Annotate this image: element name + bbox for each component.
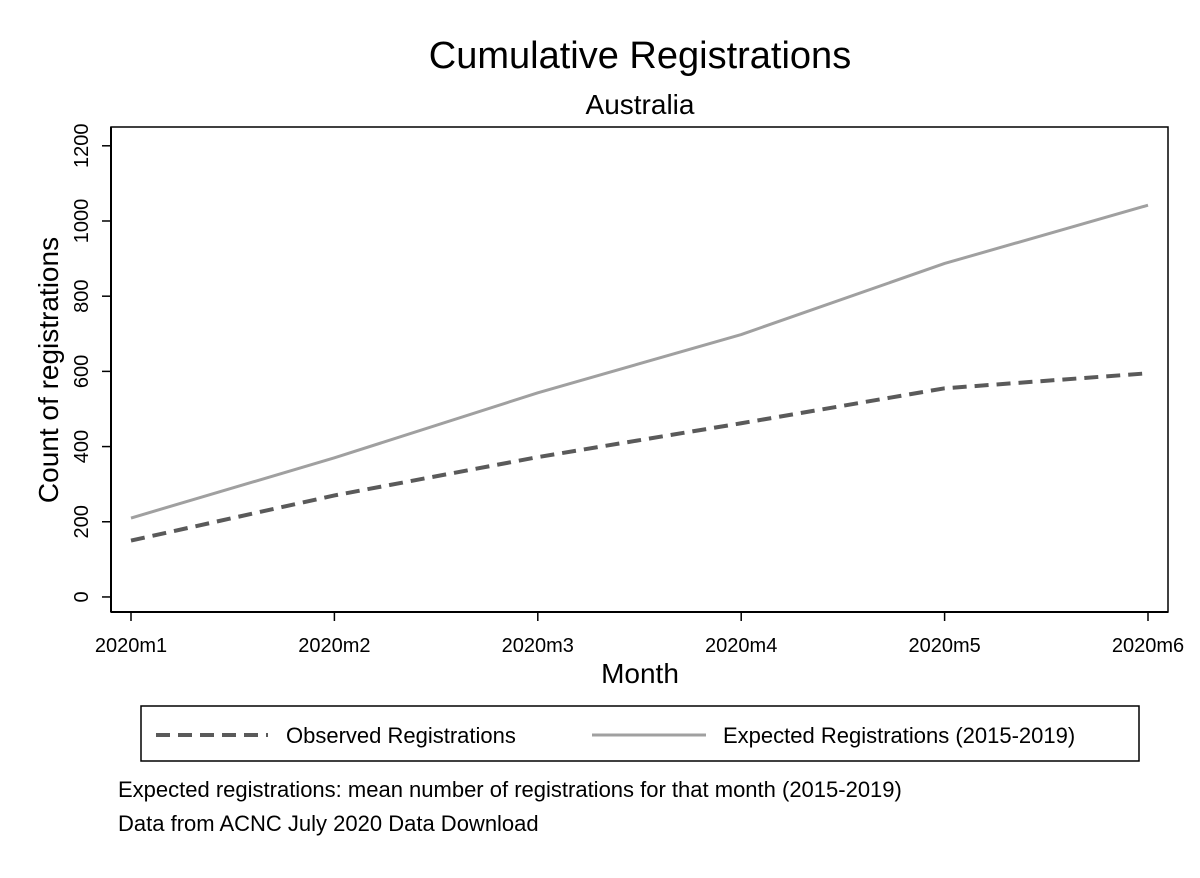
y-tick-label: 600 [71,355,93,388]
chart-title: Cumulative Registrations [429,35,851,77]
plot-area [111,127,1168,612]
y-tick-label: 800 [71,279,93,312]
y-tick-label: 400 [71,430,93,463]
legend-label-observed: Observed Registrations [286,723,516,748]
x-tick-label: 2020m1 [95,635,167,657]
y-tick-label: 200 [71,505,93,538]
y-axis-label: Count of registrations [33,237,64,503]
y-tick-label: 0 [71,591,93,602]
y-tick-label: 1200 [71,124,93,169]
x-tick-label: 2020m2 [298,635,370,657]
chart-note-1: Expected registrations: mean number of r… [118,777,902,802]
y-tick-label: 1000 [71,199,93,244]
legend-label-expected: Expected Registrations (2015-2019) [723,723,1075,748]
chart-note-2: Data from ACNC July 2020 Data Download [118,811,539,836]
chart-subtitle: Australia [586,89,695,120]
x-tick-label: 2020m5 [908,635,980,657]
x-axis-label: Month [601,658,679,689]
legend: Observed Registrations Expected Registra… [141,706,1139,761]
x-tick-label: 2020m4 [705,635,777,657]
x-tick-label: 2020m3 [502,635,574,657]
x-tick-label: 2020m6 [1112,635,1184,657]
x-ticks: 2020m1 2020m2 2020m3 2020m4 2020m5 2020m6 [95,612,1184,657]
y-ticks: 0 200 400 600 800 1000 1200 [71,124,111,603]
